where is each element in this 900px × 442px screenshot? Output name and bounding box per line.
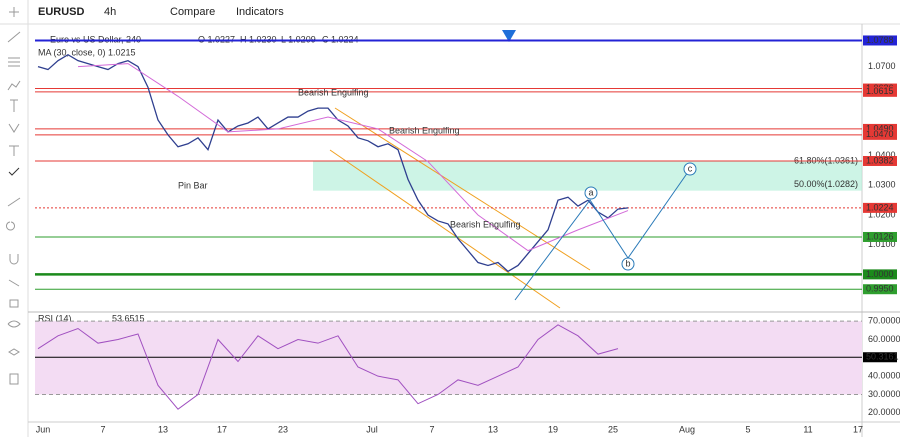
rsi-tick-label: 70.0000 [868, 316, 900, 326]
level-badge [863, 231, 897, 242]
rsi-tick-label: 30.0000 [868, 389, 900, 399]
x-tick-label: 17 [853, 424, 863, 434]
price-line [37, 53, 629, 273]
annotation: b [625, 258, 630, 268]
level-badge [863, 35, 897, 46]
price-tick-label: 1.0100 [868, 239, 896, 249]
level-badge [863, 202, 897, 213]
x-tick-label: 19 [548, 424, 558, 434]
level-label: 1.0490 [866, 123, 894, 133]
price-tick-label: 1.0300 [868, 180, 896, 190]
x-tick-label: Aug [679, 424, 695, 434]
symbol[interactable]: EURUSD [38, 6, 85, 18]
level-label: 1.0126 [866, 231, 894, 241]
rsi-legend: RSI (14) [38, 313, 72, 323]
rsi-line [37, 324, 619, 410]
rsi-current-label: 50.3161 [866, 352, 899, 362]
ma-legend: MA (30, close, 0) [38, 47, 106, 57]
wave-circle [584, 186, 598, 200]
level-badge [863, 284, 897, 295]
price-tick-label: 1.0200 [868, 209, 896, 219]
x-tick-label: 11 [803, 424, 812, 434]
annotation: Bearish Engulfing [450, 219, 521, 229]
compare[interactable]: Compare [170, 6, 215, 18]
price-tick-label: 1.0400 [868, 150, 896, 160]
ohlc-close: C 1.0224 [322, 34, 359, 44]
rsi-tick-label: 60.0000 [868, 334, 900, 344]
x-tick-label: 13 [488, 424, 498, 434]
ohlc-high: H 1.0230 [240, 34, 277, 44]
rsi-band [35, 321, 862, 395]
rsi-badge [863, 352, 897, 363]
level-label: 1.0382 [866, 155, 894, 165]
ma-value: 1.0215 [108, 47, 136, 57]
level-label: 1.0224 [866, 202, 894, 212]
price-tick-label: 1.0700 [868, 61, 896, 71]
x-tick-label: 7 [429, 424, 434, 434]
x-tick-label: 7 [100, 424, 105, 434]
ohlc-low: L 1.0209 [281, 34, 316, 44]
sidebar-icons [6, 7, 21, 385]
annotation: c [688, 163, 693, 173]
level-label: 1.0615 [866, 86, 894, 96]
level-badge [863, 86, 897, 97]
level-badge [863, 123, 897, 134]
annotation: Bearish Engulfing [298, 87, 369, 97]
x-tick-label: 23 [278, 424, 288, 434]
annotation: Pin Bar [178, 180, 208, 190]
level-label: 1.0470 [866, 129, 894, 139]
toolbar [0, 0, 900, 24]
arrow-down [502, 30, 516, 42]
rsi-value: 53.6515 [112, 313, 145, 323]
fib-label: 50.00%(1.0282) [794, 179, 858, 189]
interval[interactable]: 4h [104, 6, 116, 18]
level-label: 1.0788 [866, 35, 894, 45]
wave-circle [621, 257, 635, 271]
x-tick-label: Jun [36, 424, 51, 434]
fib-zone [313, 161, 862, 191]
wave-path [514, 171, 689, 301]
indicators[interactable]: Indicators [236, 6, 284, 18]
level-badge [863, 129, 897, 140]
x-tick-label: 17 [217, 424, 227, 434]
level-badge [863, 269, 897, 280]
rsi-tick-label: 40.0000 [868, 371, 900, 381]
chart-title: Euro vs US Dollar, 240 [50, 34, 141, 44]
rsi-tick-label: 20.0000 [868, 407, 900, 417]
x-tick-label: 25 [608, 424, 618, 434]
x-tick-label: Jul [366, 424, 378, 434]
level-label: 1.0000 [866, 269, 894, 279]
annotation: a [588, 187, 593, 197]
wave-circle [683, 162, 697, 176]
annotation: Bearish Engulfing [389, 125, 460, 135]
ma-line [77, 63, 629, 252]
level-label: 0.9950 [866, 284, 894, 294]
x-tick-label: 13 [158, 424, 168, 434]
x-tick-label: 5 [745, 424, 750, 434]
ohlc-open: O 1.0227 [198, 34, 235, 44]
level-badge [863, 155, 897, 166]
